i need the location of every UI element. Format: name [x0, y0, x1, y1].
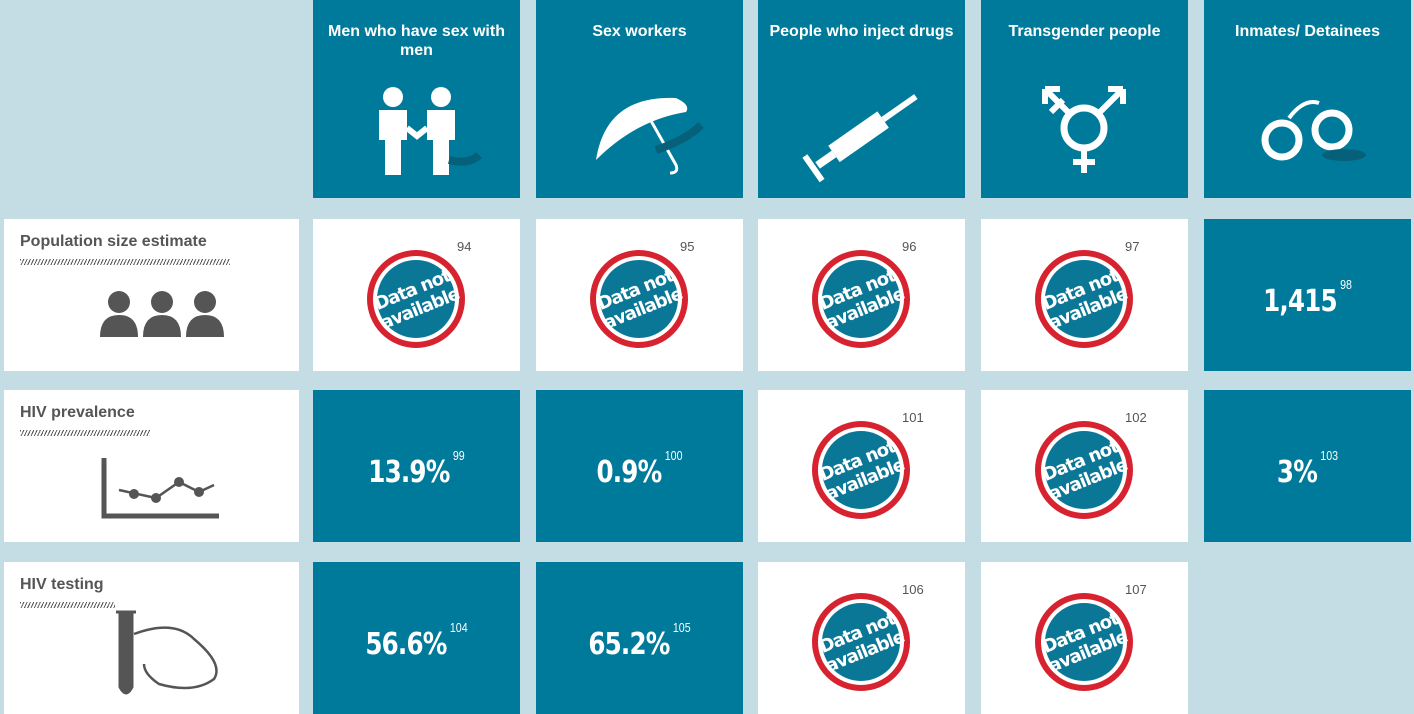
status-cell: Data not available 101 [758, 390, 965, 542]
row-icon [116, 610, 218, 695]
column-title: Inmates/ Detainees [1235, 23, 1380, 40]
footnote: 94 [457, 239, 472, 254]
footnote: 105 [672, 620, 691, 635]
status-cell: Data not available 102 [981, 390, 1188, 542]
footnote: 102 [1125, 410, 1147, 425]
hatch-line [20, 430, 150, 436]
value-cell: 0.9% 100 [536, 390, 743, 542]
value-cell: 3% 103 [1204, 390, 1411, 542]
status-cell: Data not available 94 [313, 219, 520, 371]
footnote: 96 [902, 239, 917, 254]
footnote: 106 [902, 582, 924, 597]
row-label-cell: HIV prevalence [4, 390, 299, 542]
footnote: 101 [902, 410, 924, 425]
column-header: Transgender people [981, 0, 1188, 198]
status-cell: Data not available 106 [758, 562, 965, 714]
header-icon [802, 94, 918, 183]
row-icon [101, 458, 219, 519]
status-cell: Data not available 97 [981, 219, 1188, 371]
header-icon [596, 97, 704, 175]
value: 13.9% 99 [332, 448, 502, 490]
value: 56.6% 104 [332, 620, 502, 662]
footnote: 97 [1125, 239, 1140, 254]
hatch-line [20, 259, 230, 265]
value: 1,415 98 [1223, 277, 1393, 319]
hatch-line [20, 602, 115, 608]
value-cell: 13.9% 99 [313, 390, 520, 542]
header-icon [1261, 100, 1366, 161]
header-icon [379, 87, 482, 175]
status-cell: Data not available 96 [758, 219, 965, 371]
footnote: 103 [1320, 448, 1339, 463]
value-cell: 65.2% 105 [536, 562, 743, 714]
column-header: Inmates/ Detainees [1204, 0, 1411, 198]
column-header: Sex workers [536, 0, 743, 198]
row-label-cell: HIV testing [4, 562, 299, 714]
row-label: HIV prevalence [20, 404, 135, 421]
column-header: Men who have sex with men [313, 0, 520, 198]
value: 0.9% 100 [555, 448, 725, 490]
row-label-cell: Population size estimate [4, 219, 299, 371]
row-label: Population size estimate [20, 233, 207, 250]
value-text: 3% [1276, 455, 1318, 490]
value: 65.2% 105 [555, 620, 725, 662]
footnote: 100 [664, 448, 683, 463]
column-title: Transgender people [1008, 23, 1161, 40]
value-text: 56.6% [365, 627, 447, 662]
status-cell: Data not available 95 [536, 219, 743, 371]
value-text: 13.9% [368, 455, 450, 490]
footnote: 99 [452, 448, 465, 463]
header-icon [1042, 86, 1126, 173]
value-cell: 1,415 98 [1204, 219, 1411, 371]
value-text: 0.9% [596, 455, 662, 490]
footnote: 107 [1125, 582, 1147, 597]
column-title: People who inject drugs [769, 23, 954, 40]
row-icon [100, 291, 224, 337]
value: 3% 103 [1223, 448, 1393, 490]
value-cell: 56.6% 104 [313, 562, 520, 714]
value-text: 65.2% [588, 627, 670, 662]
footnote: 104 [449, 620, 468, 635]
value-text: 1,415 [1263, 284, 1338, 319]
footnote: 98 [1340, 277, 1352, 292]
row-label: HIV testing [20, 576, 104, 593]
status-cell: Data not available 107 [981, 562, 1188, 714]
column-title: Men who have sex with men [328, 23, 505, 59]
footnote: 95 [680, 239, 695, 254]
column-title: Sex workers [592, 23, 687, 40]
column-header: People who inject drugs [758, 0, 965, 198]
